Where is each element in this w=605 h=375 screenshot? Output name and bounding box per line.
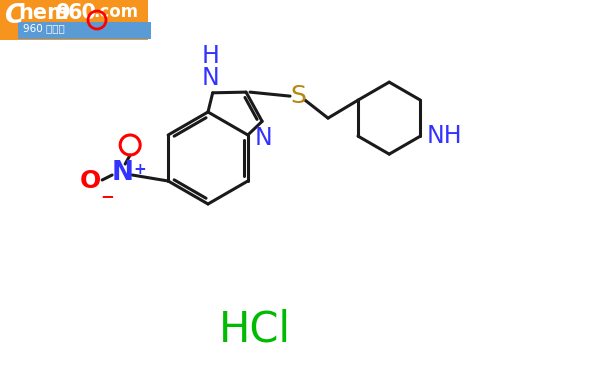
Text: HCl: HCl xyxy=(219,309,291,351)
Text: 960 化工网: 960 化工网 xyxy=(23,23,65,33)
Text: N: N xyxy=(111,160,133,186)
Text: H
N: H N xyxy=(202,44,220,90)
Text: C: C xyxy=(4,3,24,29)
Text: +: + xyxy=(133,162,146,177)
FancyBboxPatch shape xyxy=(0,0,148,40)
Text: O: O xyxy=(79,169,101,193)
Text: 9: 9 xyxy=(56,3,71,23)
Text: −: − xyxy=(100,187,114,205)
Text: N: N xyxy=(254,126,272,150)
FancyBboxPatch shape xyxy=(18,22,151,39)
Text: S: S xyxy=(290,84,306,108)
Text: 60: 60 xyxy=(68,3,97,23)
Text: .com: .com xyxy=(93,3,138,21)
Text: NH: NH xyxy=(427,124,462,148)
Text: hem: hem xyxy=(18,3,69,23)
